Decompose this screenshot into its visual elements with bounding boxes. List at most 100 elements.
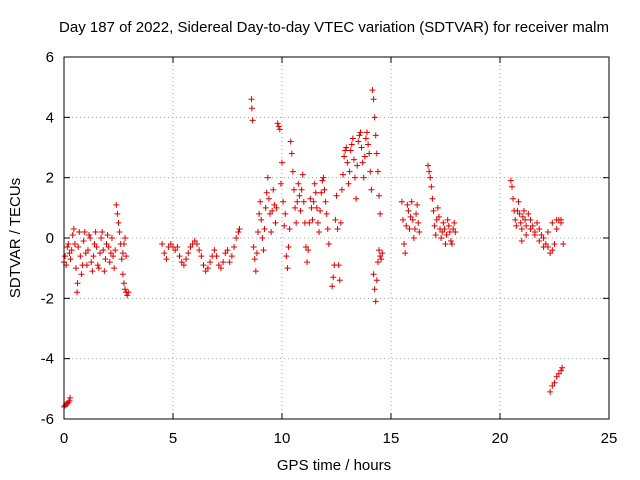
data-point [172, 247, 179, 254]
x-tick-label: 20 [492, 430, 509, 447]
data-point [540, 235, 547, 241]
data-point [217, 265, 224, 272]
data-point [433, 216, 440, 223]
data-point [416, 228, 423, 235]
data-point [68, 247, 75, 254]
data-point [81, 228, 88, 235]
data-point [536, 225, 543, 232]
data-point [340, 171, 347, 178]
data-point [345, 180, 352, 187]
data-point [80, 238, 87, 245]
data-point [89, 268, 96, 275]
data-point [376, 192, 383, 199]
data-point [370, 271, 377, 278]
data-point [64, 244, 71, 251]
data-point [279, 159, 285, 166]
data-point [377, 210, 384, 217]
data-point [280, 198, 287, 205]
data-point [551, 241, 558, 248]
data-point [272, 219, 279, 226]
data-point [371, 286, 378, 293]
data-point [288, 150, 295, 157]
data-point [250, 244, 257, 251]
data-point [253, 250, 260, 257]
data-point [118, 256, 125, 263]
data-point [261, 225, 268, 232]
data-point [334, 225, 341, 232]
data-point [522, 216, 529, 223]
data-point [200, 262, 207, 269]
data-point [446, 228, 453, 235]
data-point [358, 144, 365, 151]
data-point [204, 265, 211, 272]
data-point [116, 228, 123, 235]
data-point [310, 198, 317, 205]
x-tick-label: 5 [169, 430, 177, 447]
data-point [430, 207, 437, 214]
data-point [102, 256, 109, 263]
data-point [215, 262, 222, 269]
data-point [372, 298, 379, 305]
data-point [372, 132, 379, 139]
data-point [374, 259, 381, 266]
data-point [114, 210, 121, 217]
data-point [439, 228, 446, 235]
data-point [374, 168, 381, 175]
data-point [176, 253, 183, 260]
data-point [329, 283, 336, 290]
data-point [324, 225, 331, 232]
data-point [290, 186, 297, 193]
data-point [92, 228, 99, 235]
data-point [255, 228, 262, 235]
data-point [66, 250, 73, 257]
data-points [61, 87, 567, 410]
data-point [407, 213, 414, 220]
data-point [236, 225, 243, 232]
data-point [425, 162, 432, 169]
data-point [95, 265, 102, 272]
data-point [403, 222, 410, 229]
data-point [174, 244, 181, 251]
data-point [377, 253, 384, 260]
data-point [62, 253, 69, 260]
data-point [341, 153, 348, 160]
data-point [285, 244, 292, 251]
data-point [413, 210, 420, 217]
data-point [213, 253, 220, 260]
data-point [233, 235, 240, 241]
x-tick-label: 0 [60, 430, 68, 447]
data-point [445, 222, 452, 229]
data-point [319, 177, 326, 184]
data-point [267, 210, 274, 217]
data-point [67, 256, 74, 263]
data-point [559, 364, 566, 371]
data-point [432, 231, 439, 238]
data-point [429, 195, 436, 202]
data-point [512, 216, 519, 223]
data-point [202, 268, 209, 275]
data-point [513, 222, 520, 229]
y-tick-label: 0 [46, 230, 54, 247]
data-point [514, 207, 521, 214]
data-point [293, 219, 300, 226]
data-point [414, 201, 421, 208]
data-point [119, 271, 126, 278]
y-tick-label: -4 [41, 351, 54, 368]
data-point [542, 241, 549, 248]
data-point [292, 204, 299, 211]
data-point [373, 150, 380, 157]
data-point [271, 201, 278, 208]
data-point [560, 241, 567, 248]
data-point [94, 262, 101, 269]
data-point [309, 216, 316, 223]
data-point [332, 216, 339, 223]
data-point [167, 241, 174, 248]
grid-lines [64, 57, 609, 419]
data-point [185, 250, 192, 257]
data-point [318, 189, 325, 196]
data-point [520, 207, 527, 214]
data-point [299, 171, 306, 178]
data-point [410, 235, 417, 241]
data-point [427, 174, 434, 181]
